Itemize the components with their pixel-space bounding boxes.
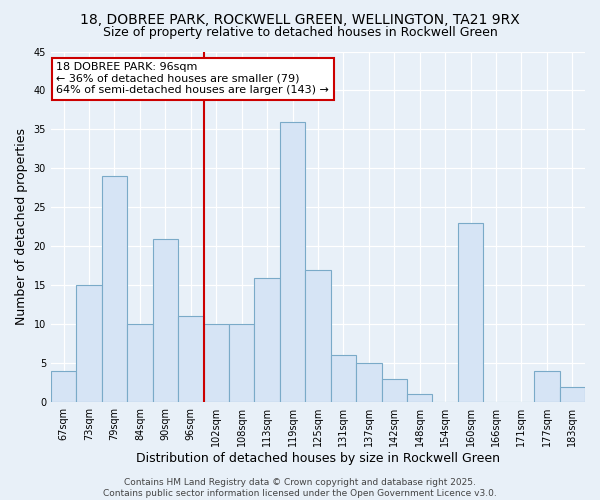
Bar (331, 356, 356, 402)
Bar (76, 286, 102, 402)
Bar (254, 278, 280, 402)
Text: 18, DOBREE PARK, ROCKWELL GREEN, WELLINGTON, TA21 9RX: 18, DOBREE PARK, ROCKWELL GREEN, WELLING… (80, 12, 520, 26)
Text: 18 DOBREE PARK: 96sqm
← 36% of detached houses are smaller (79)
64% of semi-deta: 18 DOBREE PARK: 96sqm ← 36% of detached … (56, 62, 329, 95)
Bar (102, 176, 127, 402)
Text: Size of property relative to detached houses in Rockwell Green: Size of property relative to detached ho… (103, 26, 497, 39)
Bar (280, 122, 305, 402)
Bar (203, 324, 229, 402)
X-axis label: Distribution of detached houses by size in Rockwell Green: Distribution of detached houses by size … (136, 452, 500, 465)
Bar (152, 238, 178, 402)
Text: Contains HM Land Registry data © Crown copyright and database right 2025.
Contai: Contains HM Land Registry data © Crown c… (103, 478, 497, 498)
Bar (356, 363, 382, 402)
Bar (560, 386, 585, 402)
Bar (305, 270, 331, 402)
Bar (51, 371, 76, 402)
Bar (458, 223, 483, 402)
Bar (382, 379, 407, 402)
Bar (534, 371, 560, 402)
Bar (229, 324, 254, 402)
Bar (127, 324, 152, 402)
Y-axis label: Number of detached properties: Number of detached properties (15, 128, 28, 326)
Bar (178, 316, 203, 402)
Bar (407, 394, 433, 402)
